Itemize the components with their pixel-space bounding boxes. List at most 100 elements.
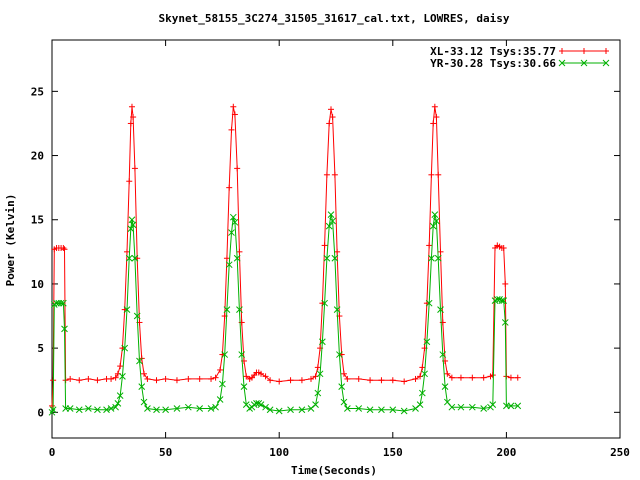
data-point-marker: [489, 401, 497, 408]
data-point-marker: [493, 295, 501, 303]
data-point-marker: [233, 254, 241, 262]
data-point-marker: [428, 254, 435, 262]
data-point-marker: [336, 351, 343, 358]
data-point-marker: [221, 351, 229, 358]
data-point-marker: [66, 405, 74, 412]
x-tick-label: 150: [383, 446, 403, 459]
data-point-marker: [439, 351, 447, 358]
data-point-marker: [228, 229, 235, 236]
data-point-marker: [327, 211, 335, 218]
legend: XL-33.12 Tsys:35.77 YR-30.28 Tsys:30.66: [430, 45, 610, 70]
data-point-marker: [114, 399, 122, 407]
data-point-marker: [437, 306, 444, 313]
data-point-marker: [121, 344, 129, 352]
data-point-marker: [144, 405, 151, 412]
x-tick-label: 50: [159, 446, 172, 459]
data-point-marker: [116, 392, 124, 399]
data-point-marker: [314, 389, 322, 397]
chart-title: Skynet_58155_3C274_31505_31617_cal.txt, …: [159, 12, 510, 25]
data-point-marker: [333, 306, 341, 313]
data-point-marker: [129, 221, 137, 229]
y-axis-label: Power (Kelvin): [4, 194, 17, 287]
data-point-marker: [131, 254, 139, 262]
data-point-marker: [325, 222, 333, 230]
data-point-marker: [287, 406, 294, 414]
data-point-marker: [103, 406, 110, 414]
data-point-marker: [238, 351, 246, 358]
data-point-marker: [418, 389, 426, 397]
data-point-marker: [496, 295, 503, 303]
data-point-marker: [225, 261, 233, 269]
data-point-marker: [219, 380, 226, 388]
data-point-marker: [60, 299, 67, 307]
data-point-marker: [298, 406, 306, 414]
data-point-marker: [127, 225, 135, 233]
data-point-marker: [231, 218, 239, 226]
y-tick-label: 25: [31, 85, 44, 98]
data-point-marker: [321, 299, 328, 307]
data-point-marker: [400, 407, 408, 415]
data-point-marker: [240, 383, 248, 390]
data-point-marker: [253, 399, 260, 407]
data-point-marker: [255, 399, 263, 407]
x-axis-label: Time(Seconds): [291, 464, 377, 477]
data-point-marker: [173, 405, 181, 412]
data-point-marker: [207, 405, 215, 412]
data-point-marker: [216, 396, 224, 403]
data-point-marker: [344, 405, 351, 412]
data-point-marker: [196, 405, 204, 412]
data-point-marker: [184, 403, 192, 411]
data-point-marker: [75, 406, 83, 414]
series-0: [49, 103, 521, 409]
data-point-marker: [423, 338, 431, 346]
data-point-marker: [140, 398, 148, 406]
data-point-marker: [389, 406, 397, 414]
data-point-marker: [355, 405, 363, 412]
data-point-marker: [236, 306, 243, 313]
data-point-marker: [441, 383, 449, 390]
y-tick-label: 20: [31, 150, 44, 163]
data-point-marker: [312, 401, 319, 408]
data-point-marker: [133, 312, 141, 320]
series-1: [48, 211, 522, 416]
data-point-marker: [431, 211, 439, 218]
data-point-marker: [119, 373, 126, 380]
data-point-marker: [223, 306, 231, 313]
data-point-marker: [123, 306, 131, 313]
data-point-marker: [316, 370, 324, 378]
data-point-marker: [266, 406, 274, 414]
data-point-marker: [162, 406, 169, 414]
data-point-marker: [580, 59, 588, 67]
data-point-marker: [257, 401, 265, 408]
data-point-marker: [49, 406, 57, 414]
data-point-marker: [500, 297, 508, 304]
data-point-marker: [94, 406, 101, 414]
data-point-marker: [498, 297, 506, 304]
legend-label-xl: XL-33.12 Tsys:35.77: [430, 45, 556, 58]
data-point-marker: [138, 383, 146, 390]
data-point-marker: [329, 217, 336, 225]
plot-frame: [51, 39, 621, 439]
data-point-marker: [468, 403, 476, 411]
data-point-marker: [514, 402, 522, 410]
series-line: [51, 214, 518, 413]
data-point-marker: [57, 299, 65, 307]
x-tick-label: 0: [49, 446, 56, 459]
data-point-marker: [136, 357, 143, 365]
data-point-marker: [421, 370, 428, 378]
data-point-marker: [319, 338, 326, 346]
data-point-marker: [84, 405, 92, 412]
data-point-marker: [128, 216, 136, 224]
series-layer: [48, 103, 522, 416]
data-point-marker: [507, 402, 515, 410]
data-point-marker: [107, 405, 115, 412]
data-point-marker: [443, 398, 451, 406]
data-point-marker: [425, 299, 433, 307]
y-tick-label: 15: [31, 214, 44, 227]
data-point-marker: [242, 401, 250, 408]
data-point-marker: [212, 403, 219, 411]
data-point-marker: [112, 403, 119, 411]
data-point-marker: [457, 403, 465, 411]
y-tick-label: 10: [31, 278, 44, 291]
